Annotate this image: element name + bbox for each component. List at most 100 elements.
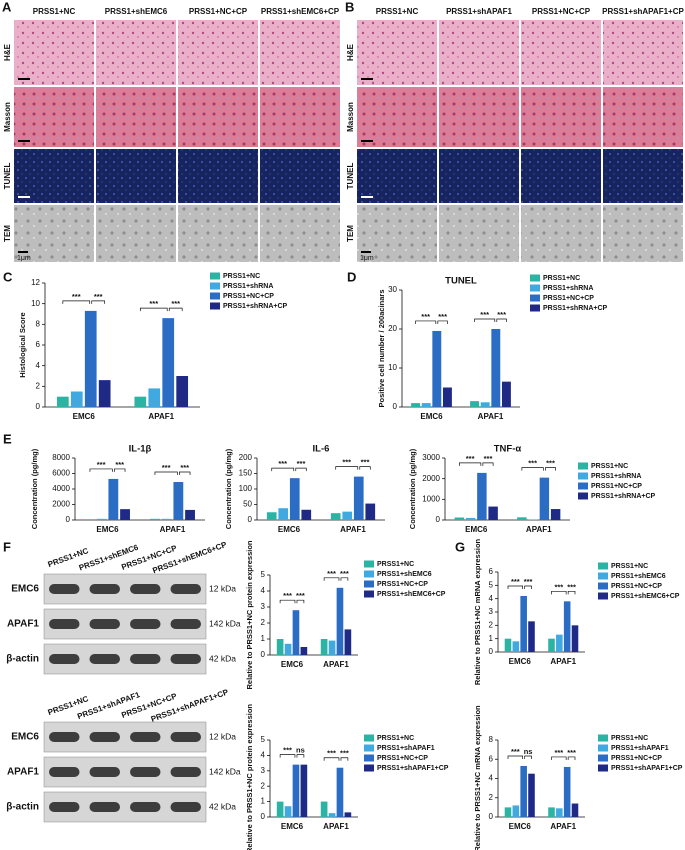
- bar: [173, 482, 184, 520]
- y-tick-label: 1: [489, 634, 494, 643]
- micrograph: [603, 205, 683, 262]
- chart-title: IL-1β: [129, 444, 152, 455]
- y-axis-label: Relative to PRSS1+NC protein expression: [245, 540, 254, 689]
- y-tick-label: 0: [36, 402, 41, 411]
- bar: [520, 765, 527, 817]
- bar: [162, 318, 175, 407]
- significance-bracket: [91, 300, 106, 304]
- y-tick-label: 4: [489, 594, 494, 603]
- bar: [548, 638, 555, 652]
- micrograph: [357, 20, 437, 85]
- y-tick-label: 12: [31, 278, 40, 287]
- x-tick-label: EMC6: [96, 525, 119, 534]
- bar: [517, 517, 527, 520]
- bar: [501, 381, 511, 407]
- y-tick-label: 0: [436, 515, 441, 524]
- blot-size: 142 kDa: [209, 618, 241, 628]
- legend-swatch: [364, 570, 374, 578]
- y-tick-label: 10: [31, 299, 40, 308]
- blot-row-label: APAF1: [7, 767, 39, 778]
- scale-label: 1μm: [360, 255, 374, 262]
- micrograph: [603, 20, 683, 85]
- blot-band: [89, 619, 120, 629]
- bar: [442, 387, 452, 407]
- y-axis-label: Concentration (pg/mg): [408, 448, 417, 529]
- micrograph: [521, 87, 601, 147]
- significance-bracket: [323, 577, 340, 581]
- significance-bracket: [551, 590, 567, 595]
- y-tick-label: 2: [261, 618, 266, 627]
- bar: [148, 388, 161, 407]
- bar: [563, 766, 571, 817]
- legend-swatch: [530, 274, 540, 282]
- bar: [342, 511, 353, 520]
- bar: [539, 477, 550, 520]
- x-tick-label: APAF1: [160, 525, 186, 534]
- blot-size: 12 kDa: [209, 583, 236, 593]
- y-tick-label: 3: [489, 607, 494, 616]
- significance-bracket: [296, 599, 305, 604]
- blot-band: [170, 802, 201, 812]
- x-tick-label: APAF1: [323, 660, 349, 669]
- significance-label: ns: [296, 746, 305, 755]
- blot-row-label: β-actin: [6, 654, 39, 665]
- significance-bracket: [279, 599, 296, 604]
- panel-letter: G: [455, 539, 465, 554]
- blot-band: [130, 654, 161, 664]
- panel-letter: A: [2, 0, 12, 14]
- significance-label: ***: [361, 458, 370, 467]
- bar: [336, 587, 344, 655]
- x-tick-label: EMC6: [281, 822, 304, 831]
- legend-swatch: [578, 492, 588, 500]
- legend-label: PRSS1+shAPAF1: [611, 745, 669, 752]
- panel-letter: C: [3, 269, 13, 284]
- legend-label: PRSS1+NC+CP: [377, 755, 428, 762]
- legend-label: PRSS1+NC+CP: [611, 755, 662, 762]
- bar: [411, 403, 421, 407]
- legend-swatch: [364, 764, 374, 772]
- micrograph: [96, 20, 176, 85]
- micrograph: [96, 205, 176, 262]
- x-tick-label: EMC6: [281, 660, 304, 669]
- significance-label: ***: [480, 310, 489, 319]
- micrograph: [96, 87, 176, 147]
- bar: [465, 517, 476, 520]
- y-tick-label: 0: [66, 515, 71, 524]
- micrograph: [178, 20, 258, 85]
- significance-bracket: [359, 466, 371, 470]
- significance-label: ***: [149, 299, 158, 308]
- significance-bracket: [437, 320, 448, 324]
- blot-band: [170, 732, 201, 742]
- legend-swatch: [598, 734, 608, 742]
- bar: [134, 396, 147, 407]
- blot-size: 12 kDa: [209, 731, 236, 741]
- blot-band: [130, 802, 161, 812]
- significance-bracket: [154, 471, 178, 476]
- legend-label: PRSS1+NC: [543, 275, 580, 282]
- significance-label: ***: [283, 591, 292, 600]
- significance-label: ***: [524, 577, 533, 586]
- y-tick-label: 3: [261, 602, 266, 611]
- blot-size: 142 kDa: [209, 766, 241, 776]
- micrograph: [14, 20, 94, 85]
- column-label: PRSS1+shAPAF1+CP: [602, 7, 684, 16]
- significance-label: ***: [296, 591, 305, 600]
- bar: [480, 402, 490, 407]
- significance-label: ***: [97, 460, 106, 469]
- row-label: H&E: [3, 43, 12, 61]
- column-label: PRSS1+NC+CP: [189, 7, 248, 16]
- micrograph: [14, 205, 94, 262]
- blot-band: [130, 619, 161, 629]
- significance-bracket: [507, 585, 524, 589]
- legend-swatch: [364, 744, 374, 752]
- y-tick-label: 4: [36, 361, 41, 370]
- bar: [488, 506, 498, 520]
- panel-letter: D: [347, 269, 356, 284]
- significance-label: ***: [554, 582, 563, 591]
- micrograph: [96, 149, 176, 203]
- significance-bracket: [524, 755, 532, 759]
- significance-bracket: [567, 756, 576, 760]
- blot-band: [170, 654, 201, 664]
